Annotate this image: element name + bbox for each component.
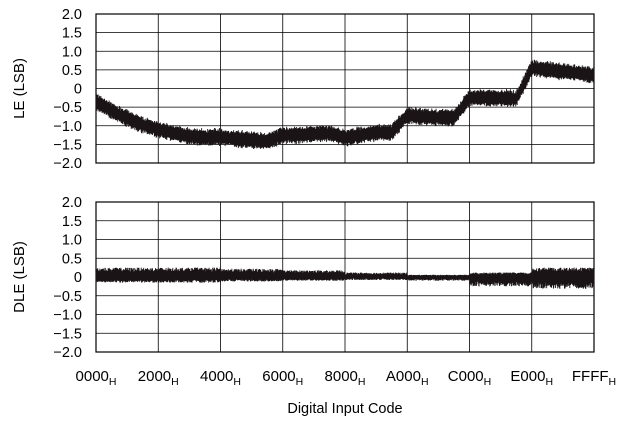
y-tick-label: 2.0	[62, 195, 82, 211]
y-tick-label: −1.0	[53, 119, 82, 135]
x-tick-label: 4000H	[200, 368, 241, 388]
y-tick-label: −1.5	[53, 326, 82, 342]
y-tick-label: 1.5	[62, 214, 82, 230]
x-tick-label: 0000H	[76, 368, 117, 388]
y-tick-label: 1.0	[62, 44, 82, 60]
panel-2: 2.0 1.5 1.0 0.5 0 −0.5 −1.0 −1.5 −2.0 DLE (LSB)	[11, 195, 595, 361]
x-tick-label: C000H	[448, 368, 491, 388]
y-tick-label: 0	[74, 82, 82, 98]
y-tick-label: 0	[74, 270, 82, 286]
y-axis-label: DLE (LSB)	[11, 241, 28, 313]
y-axis-label: LE (LSB)	[11, 58, 28, 119]
data-trace-1	[95, 59, 595, 149]
x-tick-label: 2000H	[138, 368, 179, 388]
y-tick-label: 0.5	[62, 251, 82, 267]
x-tick-label: 8000H	[325, 368, 366, 388]
y-tick-label: −0.5	[53, 100, 82, 116]
y-tick-label: 1.5	[62, 26, 82, 42]
y-tick-label: −1.5	[53, 137, 82, 153]
x-tick-label: 6000H	[262, 368, 303, 388]
y-tick-label: −2.0	[53, 156, 82, 172]
y-tick-label: −0.5	[53, 289, 82, 305]
y-tick-label: 0.5	[62, 63, 82, 79]
x-tick-label: E000H	[510, 368, 553, 388]
y-tick-label: −2.0	[53, 345, 82, 361]
x-axis-title: Digital Input Code	[287, 401, 402, 417]
y-tick-label: −1.0	[53, 308, 82, 324]
panel-1: 2.0 1.5 1.0 0.5 0 −0.5 −1.0 −1.5 −2.0 LE (LSB)	[11, 7, 595, 172]
x-tick-label: FFFFH	[572, 368, 616, 388]
x-tick-label: A000H	[386, 368, 429, 388]
y-tick-label: 2.0	[62, 7, 82, 23]
y-tick-label: 1.0	[62, 233, 82, 249]
